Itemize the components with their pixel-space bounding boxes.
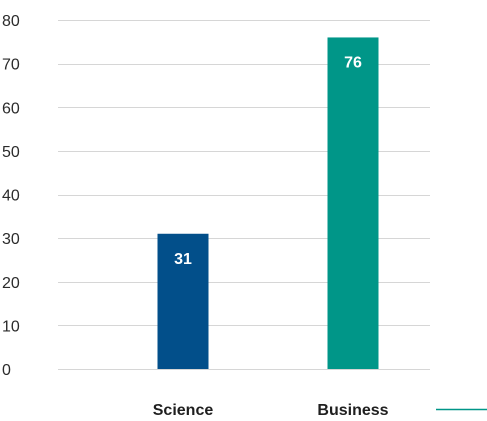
x-category-label: Science bbox=[153, 402, 214, 419]
bar-science bbox=[157, 233, 209, 369]
y-axis-tick-labels: 0 10 20 30 40 50 60 70 80 bbox=[2, 13, 20, 379]
y-tick-label: 70 bbox=[2, 57, 20, 74]
y-tick-label: 20 bbox=[2, 275, 20, 292]
x-axis-category-labels: Science Business bbox=[153, 402, 389, 419]
data-label: 76 bbox=[344, 54, 362, 71]
y-tick-label: 30 bbox=[2, 231, 20, 248]
x-category-label: Business bbox=[317, 402, 388, 419]
bars: 31 76 bbox=[157, 37, 379, 369]
gridlines bbox=[58, 20, 430, 370]
y-tick-label: 40 bbox=[2, 188, 20, 205]
y-tick-label: 60 bbox=[2, 100, 20, 117]
bar-business bbox=[327, 37, 379, 369]
y-tick-label: 50 bbox=[2, 144, 20, 161]
data-label: 31 bbox=[174, 251, 192, 268]
y-tick-label: 80 bbox=[2, 13, 20, 30]
y-tick-label: 0 bbox=[2, 362, 11, 379]
y-tick-label: 10 bbox=[2, 318, 20, 335]
